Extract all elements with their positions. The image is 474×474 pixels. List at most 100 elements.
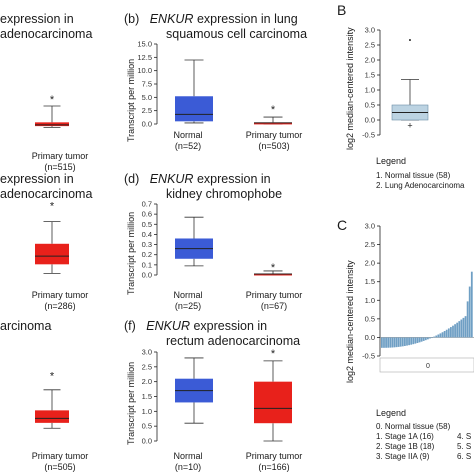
profile-bar bbox=[385, 337, 387, 348]
panel-c-plot: * bbox=[35, 200, 69, 274]
panel-a-category-n: (n=515) bbox=[44, 162, 76, 172]
outlier-marker: * bbox=[271, 104, 276, 116]
panel-c-category-label: Primary tumor bbox=[31, 290, 89, 300]
profile-bar bbox=[441, 332, 444, 338]
profile-bar bbox=[435, 335, 438, 338]
panel-C-legend-right-item-4: 4. S bbox=[457, 432, 472, 441]
y-tick-label: 0.0 bbox=[142, 120, 152, 129]
profile-bar bbox=[381, 337, 383, 348]
profile-bar bbox=[454, 324, 456, 338]
panel-f-category-2-label: Primary tumor bbox=[245, 451, 303, 461]
outlier-marker: * bbox=[50, 94, 55, 106]
profile-bar bbox=[462, 317, 465, 338]
sample-group-marker: 0 bbox=[426, 363, 430, 370]
y-tick-label: 1.0 bbox=[365, 86, 375, 95]
panel-B-plot: -0.5 0.0 0.5 1.0 1.5 2.0 2.5 3.0 • + bbox=[362, 26, 429, 140]
profile-bar bbox=[443, 331, 446, 338]
profile-bar bbox=[416, 337, 419, 344]
panel-c-title: expression in adenocarcinoma bbox=[0, 172, 92, 202]
y-tick-label: 2.5 bbox=[365, 41, 375, 50]
panel-e-category-label: Primary tumor bbox=[31, 451, 89, 461]
profile-bar bbox=[427, 337, 429, 340]
panel-C-legend-item-2: 2. Stage 1B (18) bbox=[376, 442, 435, 451]
panel-d-category-2-n: (n=67) bbox=[260, 301, 288, 311]
box-iqr bbox=[35, 122, 69, 127]
panel-b-category-2: Primary tumor (n=503) bbox=[234, 130, 314, 152]
panel-d-title-line-2: kidney chromophobe bbox=[166, 187, 283, 201]
panel-f-gene: ENKUR bbox=[146, 319, 190, 333]
profile-bar bbox=[393, 337, 396, 348]
profile-bar bbox=[431, 337, 433, 339]
panel-B-legend: 1. Normal tissue (58) 2. Lung Adenocarci… bbox=[376, 171, 465, 191]
profile-bar bbox=[468, 286, 471, 338]
profile-bar bbox=[437, 334, 440, 338]
profile-bar bbox=[445, 329, 448, 338]
panel-e-title: arcinoma bbox=[0, 319, 51, 334]
profile-bar bbox=[466, 301, 469, 338]
y-tick-label: 0.4 bbox=[142, 230, 152, 239]
panel-b-category-1-label: Normal bbox=[173, 130, 203, 140]
profile-bar bbox=[412, 337, 415, 345]
profile-bar bbox=[460, 319, 463, 338]
y-tick-label: 0.0 bbox=[365, 116, 375, 125]
y-tick-label: 0.5 bbox=[365, 101, 375, 110]
panel-a-plot: * bbox=[35, 94, 69, 128]
y-tick-label: -0.5 bbox=[362, 131, 375, 140]
panel-b-category-2-n: (n=503) bbox=[258, 141, 290, 151]
y-tick-label: 1.0 bbox=[365, 296, 375, 305]
box-iqr bbox=[254, 381, 292, 424]
panel-c-title-line-2: adenocarcinoma bbox=[0, 187, 93, 201]
y-tick-label: 12.5 bbox=[137, 53, 152, 62]
y-tick-label: 1.0 bbox=[142, 407, 152, 416]
profile-bar bbox=[420, 337, 423, 342]
profile-bar bbox=[387, 337, 390, 348]
panel-c-title-line-1: expression in bbox=[0, 172, 74, 186]
y-tick-label: 1.5 bbox=[365, 71, 375, 80]
y-tick-label: 2.0 bbox=[365, 56, 375, 65]
y-tick-label: 0.6 bbox=[142, 210, 152, 219]
profile-bar bbox=[404, 337, 406, 346]
profile-bar bbox=[458, 321, 461, 338]
profile-bar bbox=[410, 337, 413, 345]
y-tick-label: 0.5 bbox=[365, 314, 375, 323]
panel-f-title-line-1: expression in bbox=[190, 319, 268, 333]
profile-bar bbox=[408, 337, 410, 346]
panel-a-category: Primary tumor (n=515) bbox=[15, 151, 105, 173]
y-tick-label: 0.0 bbox=[142, 271, 152, 280]
profile-bar bbox=[414, 337, 417, 344]
outlier-marker: • bbox=[409, 38, 412, 45]
box-iqr bbox=[35, 410, 69, 423]
panel-B-legend-item-2: 2. Lung Adenocarcinoma bbox=[376, 181, 465, 190]
y-tick-label: 2.5 bbox=[365, 240, 375, 249]
panel-C-legend: 0. Normal tissue (58) 1. Stage 1A (16) 2… bbox=[376, 422, 450, 462]
profile-bar bbox=[433, 336, 436, 338]
panel-f-title: (f) ENKUR expression in rectum adenocarc… bbox=[124, 319, 300, 349]
box-iqr bbox=[35, 243, 69, 265]
panel-d-category-1: Normal (n=25) bbox=[158, 290, 218, 312]
panel-d-gene: ENKUR bbox=[149, 172, 194, 186]
panel-b-gene: ENKUR bbox=[149, 12, 194, 26]
panel-f-category-1: Normal (n=10) bbox=[158, 451, 218, 473]
panel-d-category-2: Primary tumor (n=67) bbox=[234, 290, 314, 312]
panel-B-legend-item-1: 1. Normal tissue (58) bbox=[376, 171, 451, 180]
y-tick-label: 0.5 bbox=[142, 220, 152, 229]
y-tick-label: 2.0 bbox=[142, 377, 152, 386]
y-tick-label: 2.5 bbox=[142, 362, 152, 371]
y-tick-label: 3.0 bbox=[365, 222, 375, 231]
profile-bar bbox=[399, 337, 402, 347]
panel-C-legend-item-1: 1. Stage 1A (16) bbox=[376, 432, 434, 441]
outlier-marker: * bbox=[271, 348, 276, 360]
y-tick-label: 3.0 bbox=[142, 348, 152, 357]
panel-b-title-line-1: expression in lung bbox=[193, 12, 298, 26]
outlier-marker-low: + bbox=[407, 121, 412, 131]
y-tick-label: 0.1 bbox=[142, 260, 152, 269]
panel-C-ylabel: log2 median-centered intensity bbox=[345, 260, 355, 383]
panel-b-plot: 0.0 2.5 5.0 7.5 10.0 12.5 15.0 * bbox=[137, 40, 292, 129]
panel-b-title: (b) ENKUR expression in lung squamous ce… bbox=[124, 12, 307, 42]
panel-d-category-2-label: Primary tumor bbox=[245, 290, 303, 300]
panel-d-plot: 0.0 0.10.20.30.40.50.60.7 * bbox=[142, 200, 292, 280]
panel-b-category-2-label: Primary tumor bbox=[245, 130, 303, 140]
panel-f-category-1-label: Normal bbox=[173, 451, 203, 461]
panel-f-title-line-2: rectum adenocarcinoma bbox=[166, 334, 301, 348]
profile-bar bbox=[470, 271, 473, 338]
